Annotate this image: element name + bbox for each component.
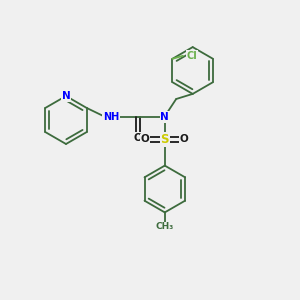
Text: S: S	[160, 133, 169, 146]
Text: N: N	[160, 112, 169, 122]
Text: NH: NH	[103, 112, 119, 122]
Text: O: O	[141, 134, 150, 145]
Text: O: O	[180, 134, 189, 145]
Text: CH₃: CH₃	[156, 222, 174, 231]
Text: N: N	[61, 91, 70, 101]
Text: O: O	[134, 133, 142, 143]
Text: Cl: Cl	[187, 51, 197, 61]
